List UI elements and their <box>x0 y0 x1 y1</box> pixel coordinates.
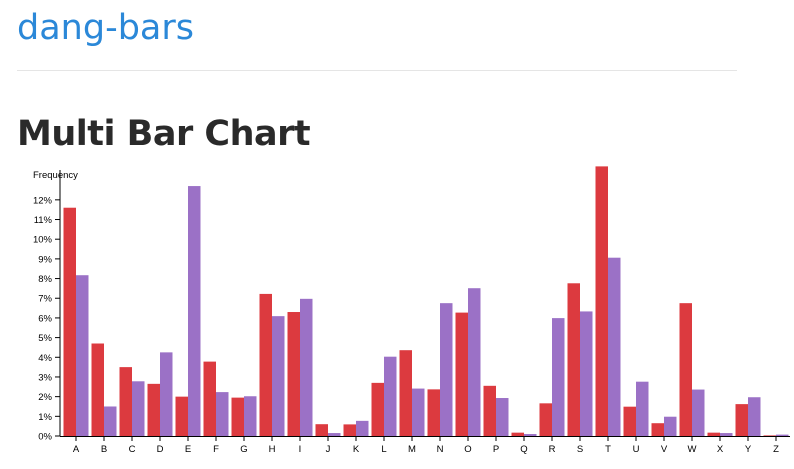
x-tick-label: L <box>381 444 386 455</box>
bar-i-series-1 <box>287 312 300 436</box>
y-tick-label: 8% <box>38 274 52 285</box>
bar-y-series-2 <box>748 397 761 436</box>
bar-g-series-2 <box>244 396 257 436</box>
y-tick-label: 1% <box>38 412 52 423</box>
bar-u-series-2 <box>636 381 649 436</box>
bar-b-series-2 <box>104 406 117 436</box>
x-axis: A B C D E F G H I J K L M N O P Q R S T U V W X Y Z <box>60 436 790 455</box>
bar-k-series-1 <box>343 424 356 436</box>
bar-k-series-2 <box>356 420 369 436</box>
y-tick-label: 6% <box>38 313 52 324</box>
y-tick-label: 11% <box>34 215 53 226</box>
x-tick-label: G <box>240 444 247 455</box>
x-tick-label: Z <box>773 444 779 455</box>
page-title: Multi Bar Chart <box>17 114 311 154</box>
x-tick-label: R <box>549 444 556 455</box>
bar-h-series-1 <box>259 293 272 436</box>
bar-z-series-2 <box>776 434 789 436</box>
bar-w-series-2 <box>692 389 705 436</box>
y-tick-label: 12% <box>33 195 53 206</box>
y-tick-label: 10% <box>33 235 53 246</box>
bar-r-series-2 <box>552 318 565 436</box>
x-tick-label: V <box>661 444 668 455</box>
bar-n-series-2 <box>440 303 453 436</box>
bar-p-series-1 <box>483 385 496 436</box>
bar-a-series-1 <box>63 207 76 436</box>
y-axis: 0% 1% 2% 3% 4% 5% 6% 7% 8% 9% 10% 11% 12% <box>33 170 61 443</box>
bar-j-series-1 <box>315 424 328 436</box>
x-tick-label: E <box>185 444 191 455</box>
bar-o-series-1 <box>455 312 468 436</box>
x-tick-label: K <box>353 444 360 455</box>
x-tick-label: B <box>101 444 107 455</box>
x-tick-label: Y <box>745 444 752 455</box>
bar-q-series-1 <box>511 432 524 436</box>
x-tick-label: J <box>326 444 331 455</box>
bar-q-series-2 <box>524 434 537 436</box>
x-tick-label: F <box>213 444 219 455</box>
x-tick-label: U <box>633 444 640 455</box>
x-tick-label: P <box>493 444 499 455</box>
y-axis-label: Frequency <box>33 170 78 181</box>
x-tick-label: X <box>717 444 724 455</box>
bar-m-series-2 <box>412 388 425 436</box>
x-tick-label: H <box>269 444 276 455</box>
bar-h-series-2 <box>272 316 285 436</box>
bar-s-series-1 <box>567 283 580 436</box>
x-tick-label: Q <box>520 444 527 455</box>
x-tick-label: T <box>605 444 611 455</box>
bar-e-series-1 <box>175 396 188 436</box>
x-tick-label: I <box>299 444 302 455</box>
bar-l-series-2 <box>384 356 397 436</box>
bar-y-series-1 <box>735 404 748 436</box>
x-tick-label: D <box>157 444 164 455</box>
bar-s-series-2 <box>580 311 593 436</box>
y-tick-label: 3% <box>38 372 52 383</box>
bar-f-series-1 <box>203 361 216 436</box>
bar-g-series-1 <box>231 397 244 436</box>
x-tick-label: N <box>437 444 444 455</box>
bar-r-series-1 <box>539 403 552 436</box>
bar-w-series-1 <box>679 303 692 436</box>
y-tick-label: 9% <box>38 254 52 265</box>
bar-x-series-2 <box>720 433 733 436</box>
bar-p-series-2 <box>496 398 509 436</box>
y-tick-label: 0% <box>38 432 52 443</box>
bar-n-series-1 <box>427 389 440 436</box>
bar-x-series-1 <box>707 432 720 436</box>
bar-c-series-1 <box>119 367 132 436</box>
bars-group <box>63 166 789 436</box>
bar-u-series-1 <box>623 406 636 436</box>
x-tick-label: O <box>464 444 471 455</box>
y-tick-label: 5% <box>38 333 52 344</box>
bar-i-series-2 <box>300 298 313 436</box>
bar-a-series-2 <box>76 275 89 436</box>
bar-m-series-1 <box>399 350 412 436</box>
x-tick-label: W <box>688 444 697 455</box>
bar-j-series-2 <box>328 433 341 436</box>
bar-d-series-2 <box>160 352 173 436</box>
bar-l-series-1 <box>371 382 384 436</box>
bar-c-series-2 <box>132 381 145 436</box>
bar-t-series-2 <box>608 257 621 436</box>
x-tick-label: M <box>408 444 416 455</box>
x-tick-label: A <box>73 444 80 455</box>
y-tick-label: 2% <box>38 392 52 403</box>
bar-v-series-1 <box>651 423 664 436</box>
bar-z-series-1 <box>763 435 776 436</box>
y-tick-label: 4% <box>38 353 52 364</box>
bar-d-series-1 <box>147 383 160 436</box>
site-title-link[interactable]: dang-bars <box>17 8 194 48</box>
x-tick-label: S <box>577 444 583 455</box>
bar-f-series-2 <box>216 392 229 436</box>
bar-v-series-2 <box>664 416 677 436</box>
bar-o-series-2 <box>468 288 481 436</box>
bar-e-series-2 <box>188 186 201 436</box>
header-divider <box>17 70 737 71</box>
y-tick-label: 7% <box>38 294 52 305</box>
bar-b-series-1 <box>91 343 104 436</box>
x-tick-label: C <box>129 444 136 455</box>
bar-t-series-1 <box>595 166 608 436</box>
